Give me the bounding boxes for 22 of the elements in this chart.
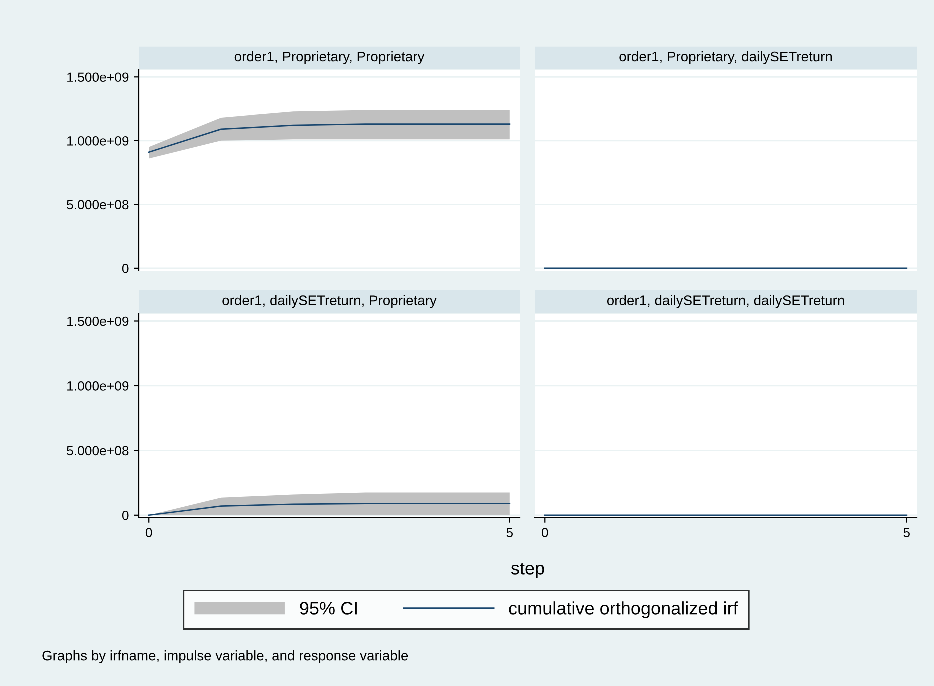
- chart-title: order1, Proprietary, dailySETreturn: [620, 51, 832, 64]
- x-axis-title: step: [511, 562, 544, 578]
- y-tick-label: 1.000e+09: [68, 382, 129, 391]
- chart-title: order1, dailySETreturn, Proprietary: [222, 295, 437, 308]
- y-tick-label: 5.000e+08: [67, 446, 129, 456]
- y-tick-label: 0: [122, 510, 129, 520]
- text: cumulative orthogonalized irf: [509, 602, 738, 618]
- x-tick-label: 5: [904, 528, 910, 538]
- y-tick-label: 1.500e+09: [68, 72, 129, 82]
- chart-title: order1, dailySETreturn, dailySETreturn: [607, 295, 844, 308]
- x-tick-label: 0: [146, 528, 152, 538]
- text: 95% CI: [300, 602, 357, 615]
- y-tick-label: 1.000e+09: [68, 136, 129, 146]
- line-series: [148, 124, 511, 154]
- chart-title: order1, Proprietary, Proprietary: [234, 51, 425, 64]
- y-tick-label: 0: [122, 264, 129, 274]
- y-tick-label: 1.500e+09: [68, 316, 129, 326]
- y-tick-label: 5.000e+08: [67, 200, 129, 210]
- x-tick-label: 5: [506, 528, 514, 538]
- x-tick-label: 0: [542, 528, 548, 538]
- text: Graphs by irfname, impulse variable, and response variable: [42, 650, 408, 664]
- line-series: [148, 503, 511, 516]
